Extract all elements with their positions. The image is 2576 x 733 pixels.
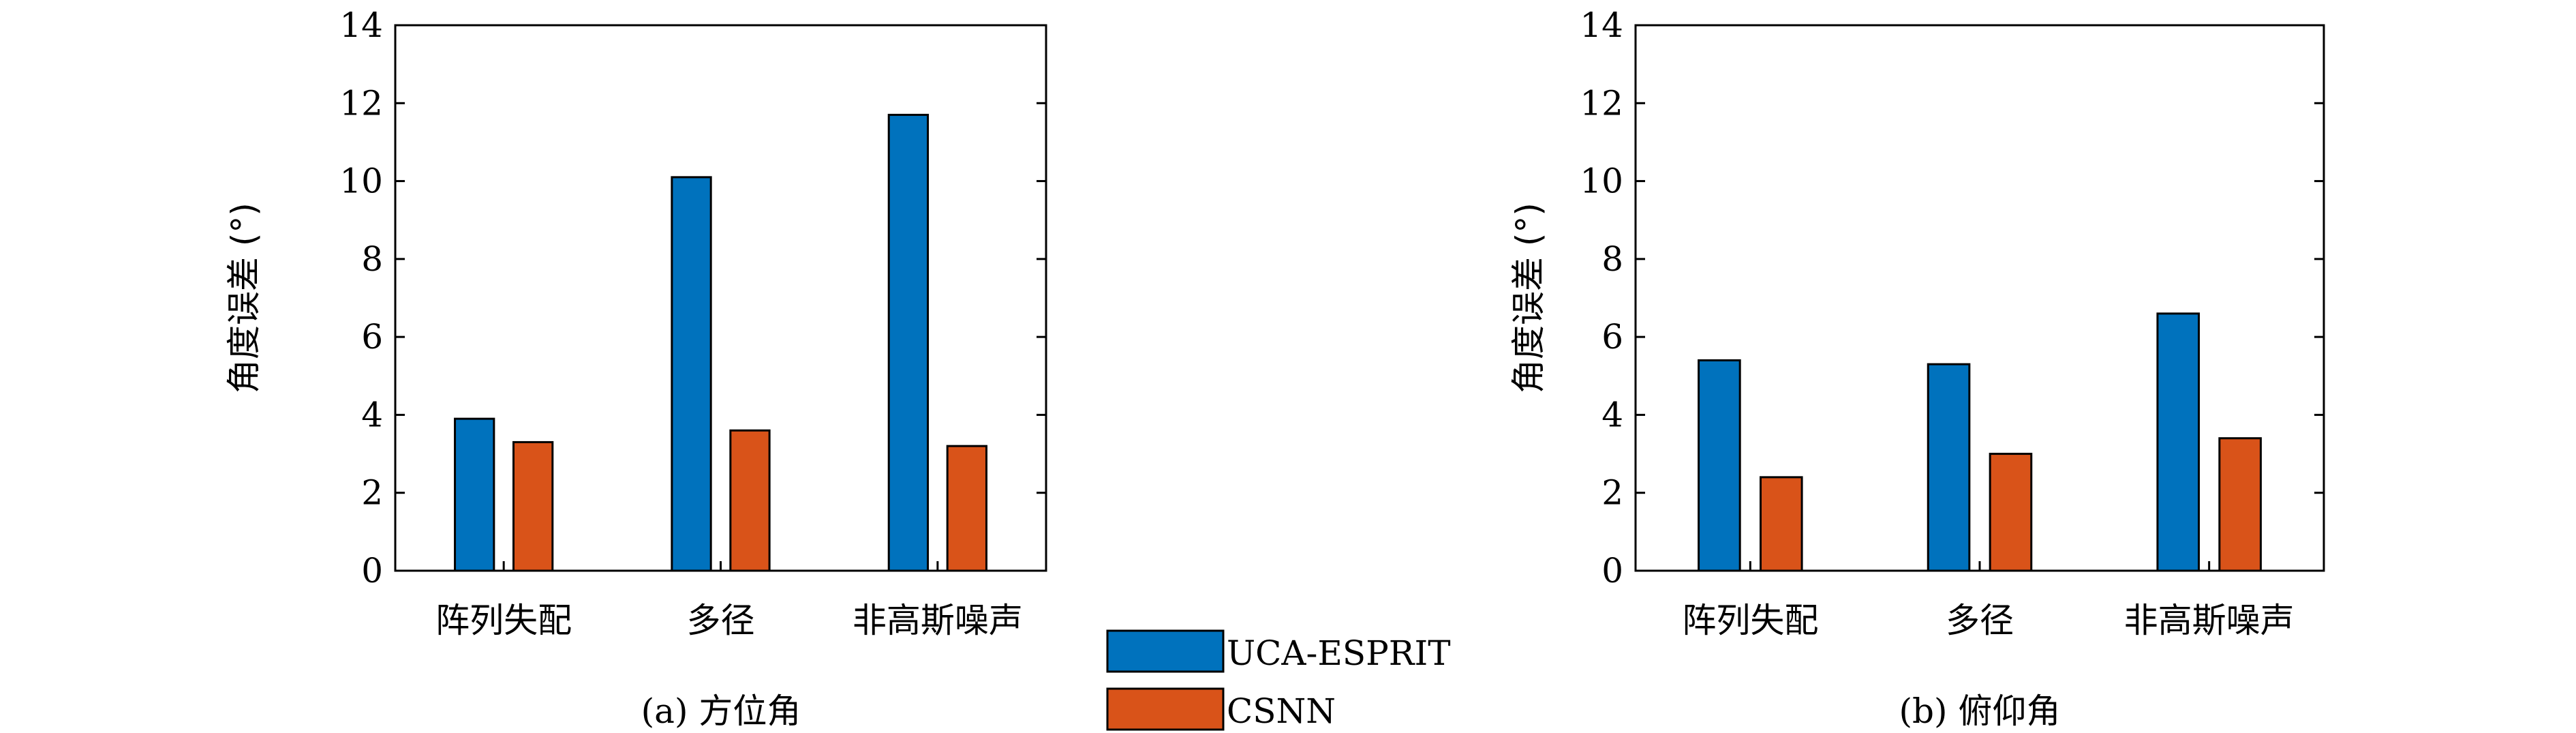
legend-label-uca-esprit: UCA-ESPRIT [1227,633,1451,673]
x-tick-label: 阵列失配 [435,601,572,640]
legend: UCA-ESPRIT CSNN [1106,629,1451,731]
y-tick-label: 6 [1601,317,1623,357]
x-tick-label: 多径 [1946,601,2014,640]
bar-csnn-3 [946,445,987,572]
bar-csnn-3 [2218,437,2262,572]
y-tick-label: 2 [361,473,383,513]
y-axis-label: 角度误差 (°) [1509,203,1548,393]
x-tick-label: 多径 [687,601,755,640]
y-tick-label: 6 [361,317,383,357]
x-tick-label: 非高斯噪声 [2124,601,2295,640]
bar-uca-esprit-3 [887,113,930,572]
bar-uca-esprit-1 [1698,359,1741,572]
y-tick-label: 8 [361,239,383,279]
bar-uca-esprit-2 [671,176,712,572]
x-tick-label: 非高斯噪声 [853,601,1023,640]
bar-uca-esprit-1 [454,417,495,572]
y-tick-label: 14 [339,5,383,45]
y-tick-label: 10 [1580,162,1623,201]
y-tick-label: 4 [1601,395,1623,434]
legend-label-csnn: CSNN [1227,691,1336,731]
bar-csnn-1 [512,440,554,572]
chart-caption: (a) 方位角 [641,691,801,731]
bar-csnn-2 [729,429,771,572]
y-tick-label: 2 [1601,473,1623,513]
y-tick-label: 4 [361,395,383,434]
y-tick-label: 0 [361,551,383,590]
y-tick-label: 8 [1601,239,1623,279]
bar-uca-esprit-2 [1927,363,1971,572]
chart-caption: (b) 俯仰角 [1899,691,2061,731]
x-tick-label: 阵列失配 [1682,601,1818,640]
bar-csnn-1 [1759,476,1803,572]
y-tick-label: 12 [339,83,383,123]
y-tick-label: 14 [1580,5,1623,45]
bar-uca-esprit-3 [2156,312,2201,572]
chart-elevation: 0 2 4 6 8 10 12 14 角度误差 (°) 阵列失配 多径 非高斯噪声 (b) 俯仰角 [1509,5,2325,731]
y-tick-label: 12 [1580,83,1623,123]
legend-swatch-csnn [1106,687,1225,731]
bar-csnn-2 [1989,453,2033,572]
chart-azimuth: 0 2 4 6 8 10 12 14 角度误差 (°) 阵列失配 多径 非高斯噪声 (a) 方位角 [224,5,1047,731]
y-tick-label: 0 [1601,551,1623,590]
legend-swatch-uca-esprit [1106,629,1225,673]
y-axis-label: 角度误差 (°) [224,203,264,393]
y-tick-label: 10 [339,162,383,201]
